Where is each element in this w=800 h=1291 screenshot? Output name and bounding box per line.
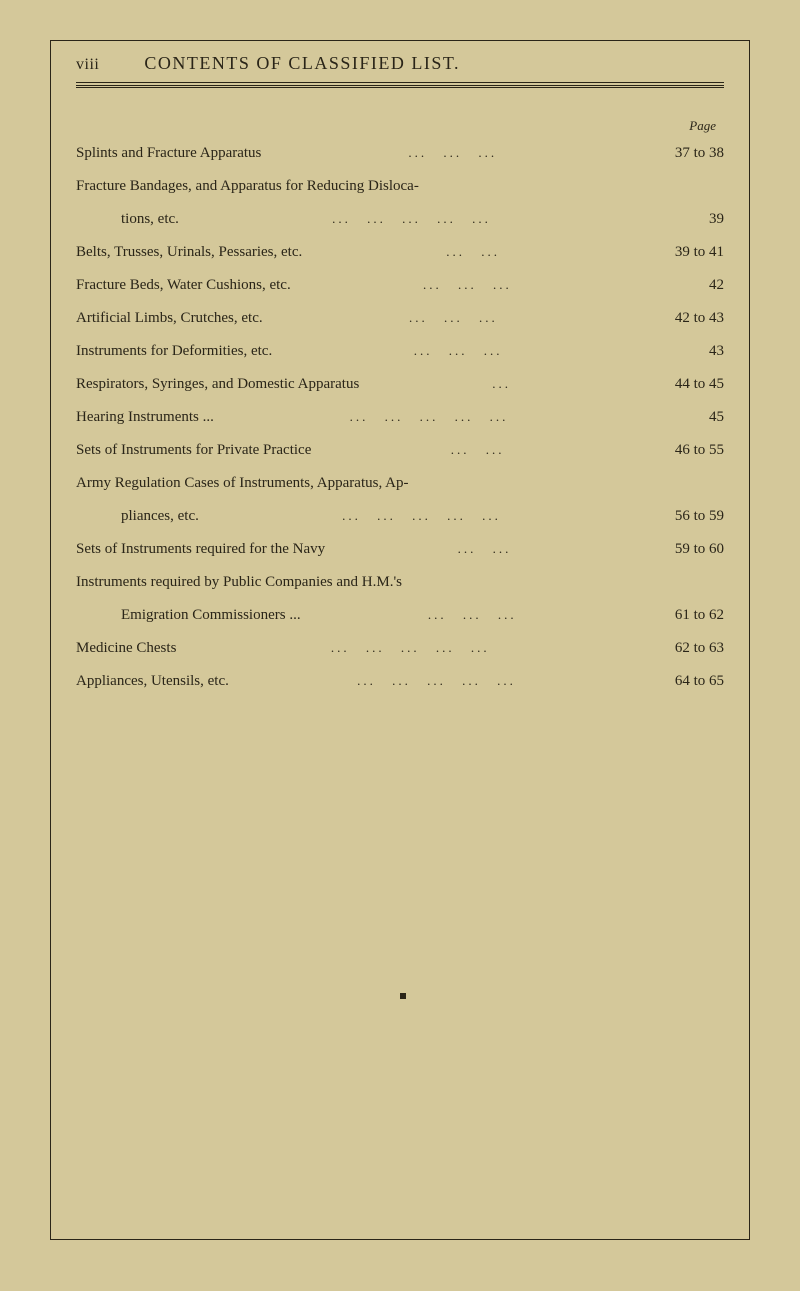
leader-dots: ... ... ... ... ... xyxy=(214,404,644,430)
toc-entry-text: Hearing Instruments ... xyxy=(76,402,214,432)
page-number-roman: viii xyxy=(76,56,99,74)
toc-entry: Instruments for Deformities, etc.... ...… xyxy=(76,336,724,366)
toc-entry: Emigration Commissioners ...... ... ...6… xyxy=(76,600,724,630)
toc-entry: Sets of Instruments for Private Practice… xyxy=(76,435,724,465)
toc-entry: Respirators, Syringes, and Domestic Appa… xyxy=(76,369,724,399)
header-row: viii CONTENTS OF CLASSIFIED LIST. xyxy=(76,53,724,83)
leader-dots: ... ... xyxy=(311,437,644,463)
leader-dots: ... ... ... xyxy=(272,338,644,364)
toc-entry-page: 39 to 41 xyxy=(644,237,724,267)
toc-entry: Instruments required by Public Companies… xyxy=(76,567,724,597)
leader-dots: ... ... xyxy=(325,536,644,562)
page-title: CONTENTS OF CLASSIFIED LIST. xyxy=(144,53,460,74)
toc-entry: Splints and Fracture Apparatus... ... ..… xyxy=(76,138,724,168)
page-frame: viii CONTENTS OF CLASSIFIED LIST. Page S… xyxy=(50,40,750,1240)
toc-entry-text: Sets of Instruments required for the Nav… xyxy=(76,534,325,564)
toc-entry-text: tions, etc. xyxy=(76,204,179,234)
toc-entry: Belts, Trusses, Urinals, Pessaries, etc.… xyxy=(76,237,724,267)
toc-entry-page: 45 xyxy=(644,402,724,432)
toc-entry-text: Sets of Instruments for Private Practice xyxy=(76,435,311,465)
leader-dots: ... ... ... ... ... xyxy=(176,635,644,661)
leader-dots: ... ... ... xyxy=(301,602,644,628)
toc-entry-page: 37 to 38 xyxy=(644,138,724,168)
toc-entry: Fracture Bandages, and Apparatus for Red… xyxy=(76,171,724,201)
leader-dots: ... ... ... xyxy=(263,305,644,331)
toc-entry-page: 42 to 43 xyxy=(644,303,724,333)
toc-entry-text: Medicine Chests xyxy=(76,633,176,663)
toc-entry: Sets of Instruments required for the Nav… xyxy=(76,534,724,564)
toc-entry-page: 59 to 60 xyxy=(644,534,724,564)
toc-entry-page: 56 to 59 xyxy=(644,501,724,531)
toc-entry-page: 62 to 63 xyxy=(644,633,724,663)
toc-entry-text: Belts, Trusses, Urinals, Pessaries, etc. xyxy=(76,237,302,267)
toc-entry: Hearing Instruments ...... ... ... ... .… xyxy=(76,402,724,432)
toc-entry-text: Respirators, Syringes, and Domestic Appa… xyxy=(76,369,359,399)
toc-entry: Army Regulation Cases of Instruments, Ap… xyxy=(76,468,724,498)
leader-dots: ... xyxy=(359,371,644,397)
contents-list: Splints and Fracture Apparatus... ... ..… xyxy=(76,138,724,696)
toc-entry: Fracture Beds, Water Cushions, etc.... .… xyxy=(76,270,724,300)
toc-entry: Appliances, Utensils, etc.... ... ... ..… xyxy=(76,666,724,696)
toc-entry-text: Splints and Fracture Apparatus xyxy=(76,138,261,168)
toc-entry-text: Appliances, Utensils, etc. xyxy=(76,666,229,696)
toc-entry-page: 46 to 55 xyxy=(644,435,724,465)
leader-dots: ... ... ... ... ... xyxy=(199,503,644,529)
toc-entry-text: Fracture Beds, Water Cushions, etc. xyxy=(76,270,291,300)
toc-entry-text: Emigration Commissioners ... xyxy=(76,600,301,630)
leader-dots: ... ... ... ... ... xyxy=(229,668,644,694)
toc-entry-page: 61 to 62 xyxy=(644,600,724,630)
leader-dots: ... ... ... xyxy=(291,272,644,298)
print-artifact xyxy=(400,993,406,999)
toc-entry: Medicine Chests... ... ... ... ...62 to … xyxy=(76,633,724,663)
leader-dots: ... ... ... xyxy=(261,140,644,166)
toc-entry: pliances, etc.... ... ... ... ...56 to 5… xyxy=(76,501,724,531)
toc-entry-text: pliances, etc. xyxy=(76,501,199,531)
toc-entry-page: 64 to 65 xyxy=(644,666,724,696)
toc-entry-page: 44 to 45 xyxy=(644,369,724,399)
toc-entry-page: 42 xyxy=(644,270,724,300)
toc-entry: Artificial Limbs, Crutches, etc.... ... … xyxy=(76,303,724,333)
toc-entry-text: Instruments for Deformities, etc. xyxy=(76,336,272,366)
toc-entry-page: 39 xyxy=(644,204,724,234)
toc-entry-text: Artificial Limbs, Crutches, etc. xyxy=(76,303,263,333)
toc-entry-page: 43 xyxy=(644,336,724,366)
toc-entry: tions, etc.... ... ... ... ...39 xyxy=(76,204,724,234)
leader-dots: ... ... xyxy=(302,239,644,265)
double-rule xyxy=(76,85,724,88)
page-column-label: Page xyxy=(76,118,724,134)
leader-dots: ... ... ... ... ... xyxy=(179,206,644,232)
